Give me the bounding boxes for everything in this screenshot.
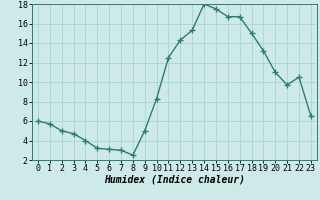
X-axis label: Humidex (Indice chaleur): Humidex (Indice chaleur) xyxy=(104,175,245,185)
